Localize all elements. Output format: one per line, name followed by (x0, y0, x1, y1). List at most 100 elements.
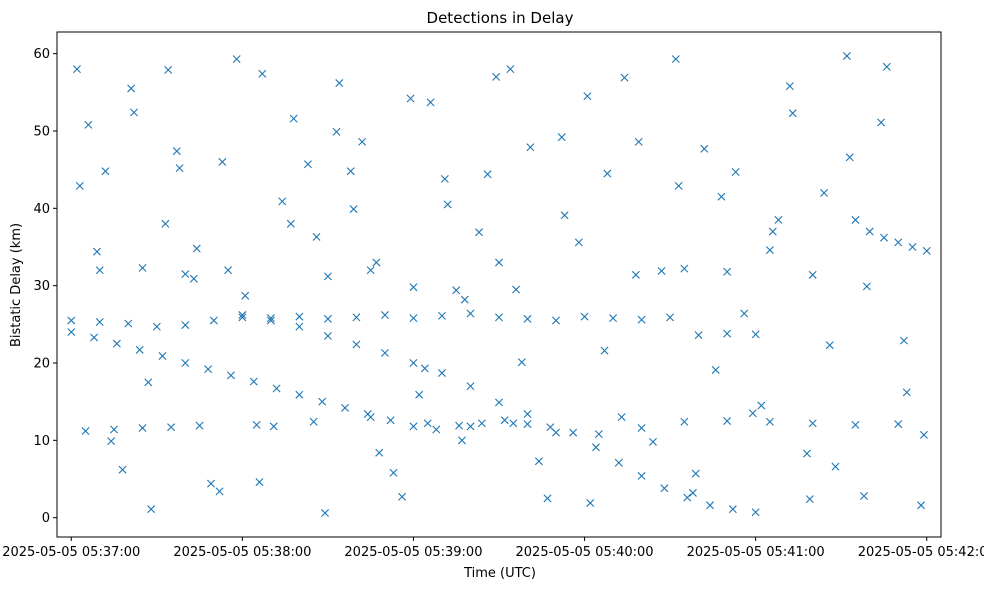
y-axis: 0 10 20 30 40 50 60 (33, 47, 57, 526)
detection-marker (152, 322, 161, 331)
detection-marker (680, 417, 689, 426)
detection-marker (112, 339, 121, 348)
detection-marker (95, 266, 104, 275)
detection-marker (440, 174, 449, 183)
detection-marker (409, 283, 418, 292)
detection-marker (432, 425, 441, 434)
detection-marker (660, 484, 669, 493)
detection-marker (189, 274, 198, 283)
detection-marker (224, 266, 233, 275)
detection-marker (195, 421, 204, 430)
detection-marker (127, 84, 136, 93)
detection-marker (788, 109, 797, 118)
detection-marker (75, 181, 84, 190)
detection-marker (386, 416, 395, 425)
detection-marker (495, 313, 503, 322)
detection-marker (580, 312, 589, 321)
chart-title: Detections in Delay (427, 9, 574, 27)
detection-marker (543, 494, 552, 503)
detection-marker (420, 364, 429, 373)
detection-marker (269, 422, 278, 431)
detection-marker (586, 498, 595, 507)
detection-marker (751, 330, 760, 339)
detection-marker (295, 390, 304, 399)
detection-marker (452, 286, 461, 295)
detection-marker (409, 314, 418, 323)
detection-marker (366, 266, 375, 275)
detection-marker (466, 422, 475, 431)
detection-marker (902, 388, 911, 397)
detection-marker (765, 417, 774, 426)
detection-marker (226, 371, 235, 380)
detection-marker (894, 420, 903, 429)
detection-marker (495, 398, 503, 407)
detection-marker (557, 133, 566, 142)
y-tick-label: 50 (33, 124, 50, 139)
detection-marker (512, 285, 521, 294)
detection-marker (457, 436, 466, 445)
detection-marker (92, 247, 101, 256)
detection-marker (72, 65, 81, 74)
detection-marker (731, 167, 740, 176)
detection-marker (232, 55, 241, 64)
detection-marker (352, 313, 361, 322)
detection-marker (523, 420, 532, 429)
detection-marker (728, 505, 737, 514)
detection-marker (161, 219, 170, 228)
detection-marker (603, 169, 612, 178)
y-tick-label: 60 (33, 47, 50, 62)
detection-marker (272, 384, 281, 393)
detection-marker (757, 401, 766, 410)
y-tick-label: 10 (33, 434, 50, 449)
x-tick-label: 2025-05-05 05:41:00 (687, 545, 825, 560)
detection-marker (303, 160, 312, 169)
detection-marker (637, 315, 646, 324)
detection-marker (517, 358, 526, 367)
detection-marker (879, 233, 888, 242)
y-tick-label: 40 (33, 202, 50, 217)
detection-marker (674, 181, 683, 190)
x-tick-label: 2025-05-05 05:37:00 (2, 545, 140, 560)
detection-marker (295, 322, 304, 331)
detection-marker (922, 246, 931, 255)
detection-marker (215, 487, 224, 496)
detection-marker (882, 62, 891, 71)
detection-marker (460, 295, 469, 304)
detection-marker (785, 82, 794, 91)
detection-marker (717, 192, 726, 201)
detection-marker (620, 73, 629, 82)
detection-marker (552, 428, 561, 437)
detection-marker (637, 471, 646, 480)
detection-marker (600, 346, 609, 355)
detection-marker (569, 428, 578, 437)
detection-marker (748, 409, 757, 418)
detection-marker (614, 458, 623, 467)
detection-marker (398, 492, 407, 501)
detection-marker (266, 314, 275, 323)
detection-marker (723, 417, 732, 425)
detection-marker (666, 313, 675, 322)
detection-marker (865, 227, 874, 236)
detection-marker (591, 443, 600, 452)
detection-marker (466, 382, 475, 391)
detection-marker (335, 79, 344, 88)
detection-marker (84, 120, 93, 129)
detection-marker (877, 118, 886, 127)
detection-marker (740, 309, 749, 318)
detection-marker (917, 501, 926, 510)
detection-marker (631, 270, 640, 279)
detection-marker (389, 468, 398, 477)
detection-marker (455, 421, 464, 430)
detection-marker (309, 417, 318, 426)
detection-marker (706, 501, 715, 510)
detection-marker (919, 430, 928, 439)
detection-marker (500, 416, 509, 425)
detection-marker (483, 170, 492, 179)
detection-marker (258, 69, 267, 78)
detection-marker (323, 314, 332, 323)
detection-marker (437, 369, 446, 378)
detection-marker (723, 267, 732, 276)
detection-marker (249, 377, 258, 386)
detection-marker (609, 314, 618, 323)
